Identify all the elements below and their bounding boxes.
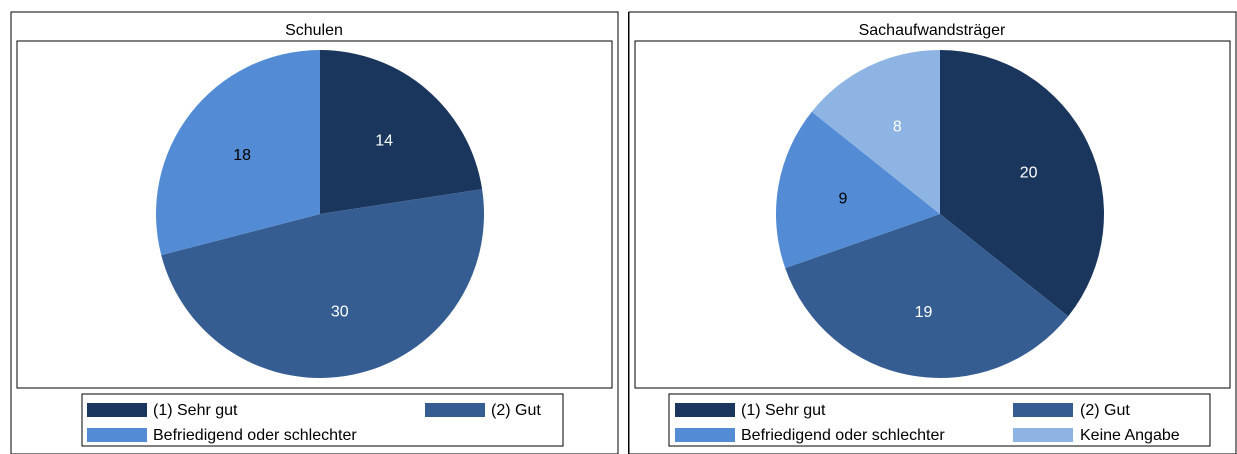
legend-label-keine-angabe: Keine Angabe xyxy=(1080,427,1180,444)
chart-sachaufwandstraeger-title: Sachaufwandsträger xyxy=(859,22,1006,39)
pie-slice-keine-angabe xyxy=(811,49,940,214)
legend-item-befriedigend: Befriedigend oder schlechter xyxy=(675,427,945,444)
pie-value-label-befriedigend-oder-schlechter: 9 xyxy=(839,191,848,208)
pie-value-label-gut: 30 xyxy=(331,303,349,320)
legend-label-gut: (2) Gut xyxy=(491,402,541,419)
legend-item-gut: (2) Gut xyxy=(425,402,541,419)
legend-item-keine-angabe: Keine Angabe xyxy=(1013,427,1180,444)
pie-slice-gut xyxy=(161,189,484,378)
chart-schulen: Schulen 14 30 18 (1) Sehr gut (2) Gut Befr… xyxy=(10,11,619,454)
legend-label-sehr-gut: (1) Sehr gut xyxy=(153,402,238,419)
pie-value-label-befriedigend-oder-schlechter: 18 xyxy=(233,147,251,164)
legend-label-gut: (2) Gut xyxy=(1080,402,1130,419)
chart-schulen-legend: (1) Sehr gut (2) Gut Befriedigend oder s… xyxy=(81,393,564,447)
pie-value-label-sehr-gut: 14 xyxy=(375,132,393,149)
legend-item-gut: (2) Gut xyxy=(1013,402,1130,419)
chart-sachaufwandstraeger-legend-box xyxy=(668,393,1211,447)
legend-swatch-gut xyxy=(425,403,485,417)
pie-slice-befriedigend-oder-schlechter xyxy=(775,111,940,269)
chart-sachaufwandstraeger-legend: (1) Sehr gut (2) Gut Befriedigend oder s… xyxy=(668,393,1211,447)
legend-swatch-gut xyxy=(1013,403,1073,417)
legend-swatch-befriedigend xyxy=(675,428,735,442)
pie-slice-befriedigend-oder-schlechter xyxy=(156,50,320,256)
pie-value-label-sehr-gut: 20 xyxy=(1020,164,1038,181)
legend-label-befriedigend: Befriedigend oder schlechter xyxy=(741,427,945,444)
pie-slice-sehr-gut xyxy=(940,50,1104,317)
legend-swatch-sehr-gut xyxy=(87,403,147,417)
chart-schulen-pie: 14 30 18 xyxy=(156,50,484,378)
pie-value-label-gut: 19 xyxy=(915,304,933,321)
pie-value-label-keine-angabe: 8 xyxy=(893,118,902,135)
legend-label-befriedigend: Befriedigend oder schlechter xyxy=(153,427,357,444)
legend-swatch-sehr-gut xyxy=(675,403,735,417)
chart-sachaufwandstraeger-pie: 20 19 9 8 xyxy=(775,49,1104,378)
pie-slice-sehr-gut xyxy=(320,50,483,214)
pie-slice-gut xyxy=(785,214,1069,378)
legend-item-sehr-gut: (1) Sehr gut xyxy=(675,402,826,419)
chart-schulen-title: Schulen xyxy=(285,22,343,39)
legend-swatch-keine-angabe xyxy=(1013,428,1073,442)
chart-sachaufwandstraeger: Sachaufwandsträger 20 19 9 8 (1) Sehr gut (… xyxy=(628,11,1237,454)
legend-swatch-befriedigend xyxy=(87,428,147,442)
legend-item-sehr-gut: (1) Sehr gut xyxy=(87,402,238,419)
legend-item-befriedigend: Befriedigend oder schlechter xyxy=(87,427,357,444)
chart-schulen-legend-box xyxy=(81,393,564,447)
legend-label-sehr-gut: (1) Sehr gut xyxy=(741,402,826,419)
